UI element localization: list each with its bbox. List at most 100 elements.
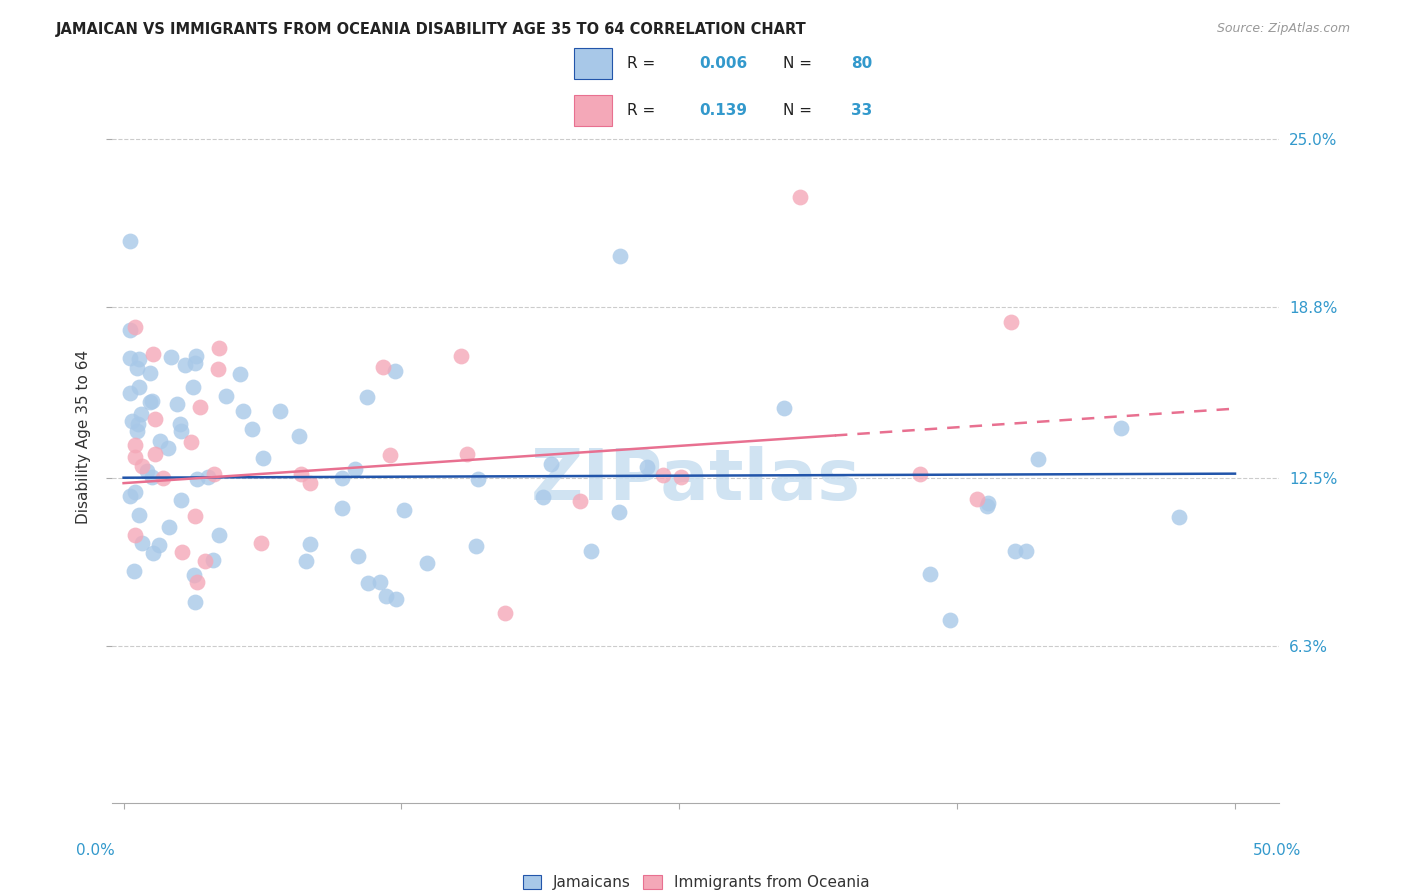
Point: [152, 471, 174, 485]
Point: [166, 397, 188, 411]
Point: [202, 467, 225, 481]
Point: [299, 475, 322, 490]
Point: [193, 554, 215, 568]
Point: [579, 544, 602, 558]
Point: [531, 490, 554, 504]
Point: [1167, 509, 1189, 524]
Point: [148, 538, 170, 552]
Point: [464, 539, 486, 553]
Text: N =: N =: [783, 103, 817, 118]
Point: [125, 424, 148, 438]
Point: [184, 355, 207, 369]
Point: [149, 434, 172, 448]
Point: [183, 380, 205, 394]
Point: [250, 536, 273, 550]
Point: [568, 494, 591, 508]
Point: [357, 575, 380, 590]
Point: [120, 489, 142, 503]
Point: [139, 395, 162, 409]
Point: [356, 390, 378, 404]
Point: [124, 528, 146, 542]
Text: R =: R =: [627, 103, 665, 118]
Point: [232, 403, 254, 417]
Point: [128, 380, 150, 394]
Point: [384, 364, 406, 378]
Point: [346, 549, 368, 563]
Legend: Jamaicans, Immigrants from Oceania: Jamaicans, Immigrants from Oceania: [523, 875, 869, 890]
Point: [651, 468, 673, 483]
Point: [368, 575, 391, 590]
Point: [183, 568, 205, 582]
Point: [240, 422, 263, 436]
FancyBboxPatch shape: [574, 48, 612, 78]
Point: [202, 553, 225, 567]
Point: [215, 389, 238, 403]
Point: [186, 574, 208, 589]
Text: 0.006: 0.006: [699, 56, 748, 70]
Point: [120, 323, 142, 337]
Point: [609, 249, 631, 263]
Point: [124, 438, 146, 452]
Point: [160, 350, 183, 364]
Point: [139, 366, 162, 380]
Point: [135, 464, 157, 478]
Point: [394, 503, 416, 517]
Point: [120, 351, 142, 365]
Point: [124, 450, 146, 464]
Point: [172, 545, 194, 559]
Point: [129, 407, 152, 421]
Text: N =: N =: [783, 56, 817, 70]
Point: [120, 234, 142, 248]
Point: [143, 447, 166, 461]
Point: [157, 520, 180, 534]
Point: [183, 595, 205, 609]
Point: [125, 360, 148, 375]
Point: [494, 606, 516, 620]
Point: [1004, 543, 1026, 558]
Point: [170, 492, 193, 507]
Point: [977, 496, 1000, 510]
Point: [141, 394, 163, 409]
Point: [456, 447, 478, 461]
Point: [789, 190, 811, 204]
Point: [228, 367, 250, 381]
Text: JAMAICAN VS IMMIGRANTS FROM OCEANIA DISABILITY AGE 35 TO 64 CORRELATION CHART: JAMAICAN VS IMMIGRANTS FROM OCEANIA DISA…: [56, 22, 807, 37]
Point: [174, 358, 197, 372]
Point: [1026, 452, 1049, 467]
Point: [128, 508, 150, 523]
Point: [180, 435, 202, 450]
Text: R =: R =: [627, 56, 659, 70]
Text: 50.0%: 50.0%: [1253, 843, 1301, 858]
FancyBboxPatch shape: [574, 95, 612, 126]
Point: [450, 349, 472, 363]
Point: [122, 564, 145, 578]
Point: [186, 472, 208, 486]
Point: [184, 509, 207, 524]
Point: [124, 320, 146, 334]
Point: [169, 417, 191, 431]
Point: [378, 448, 401, 462]
Point: [467, 472, 489, 486]
Point: [124, 484, 146, 499]
Point: [141, 470, 163, 484]
Point: [415, 556, 437, 570]
Point: [127, 417, 149, 431]
Point: [773, 401, 796, 416]
Point: [170, 424, 193, 438]
Point: [252, 450, 274, 465]
Text: Source: ZipAtlas.com: Source: ZipAtlas.com: [1216, 22, 1350, 36]
Point: [1000, 315, 1022, 329]
Text: ZIPatlas: ZIPatlas: [531, 447, 860, 516]
Point: [540, 457, 562, 471]
Point: [186, 349, 208, 363]
Point: [208, 527, 231, 541]
Y-axis label: Disability Age 35 to 64: Disability Age 35 to 64: [76, 350, 91, 524]
Text: 80: 80: [851, 56, 872, 70]
Point: [374, 589, 396, 603]
Text: 33: 33: [851, 103, 872, 118]
Point: [197, 469, 219, 483]
Point: [330, 500, 353, 515]
Point: [330, 470, 353, 484]
Point: [128, 352, 150, 367]
Point: [1015, 544, 1038, 558]
